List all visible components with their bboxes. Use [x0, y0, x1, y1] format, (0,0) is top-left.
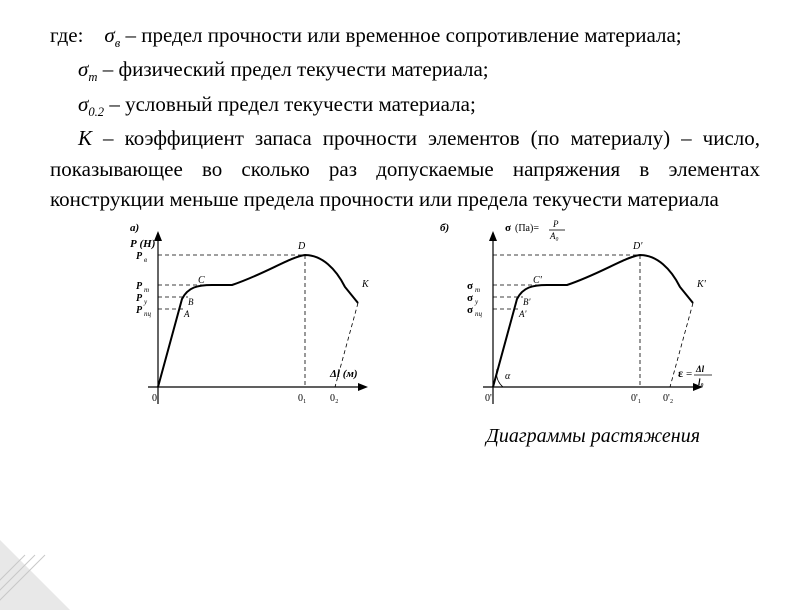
svg-text:K: K	[361, 279, 370, 290]
svg-text:Р: Р	[136, 293, 143, 304]
sigma-v-symbol: σ	[104, 23, 114, 47]
diagrams-caption: Диаграммы растяжения	[486, 422, 700, 451]
diagram-a-svg: Рв Рт Ру Рпц A B C D K 0 0₁ 0₂ а) Р (Н) …	[100, 219, 380, 429]
sigma-t-sub: т	[88, 71, 97, 85]
svg-text:D': D'	[632, 241, 643, 252]
svg-text:0': 0'	[485, 393, 492, 404]
def-sigma-v: где: σв – предел прочности или временное…	[50, 20, 760, 52]
svg-text:0₂: 0₂	[330, 393, 339, 404]
svg-text:A': A'	[518, 309, 527, 319]
svg-text:σ: σ	[505, 222, 511, 234]
svg-text:пц: пц	[475, 310, 483, 318]
sigma-t-symbol: σ	[78, 57, 88, 81]
diag-a-yaxis: Р (Н)	[130, 238, 155, 250]
diag-b-yaxis: σ (Па)= P A₀	[505, 219, 565, 241]
svg-text:Р: Р	[136, 305, 143, 316]
sigma-02-sub: 0.2	[88, 105, 104, 119]
diag-b-xaxis: ε = Δl l₀	[678, 364, 712, 387]
sigma-v-text: – предел прочности или временное сопроти…	[126, 23, 682, 47]
svg-text:A₀: A₀	[549, 231, 559, 241]
svg-text:σ: σ	[467, 304, 473, 316]
svg-text:у: у	[474, 298, 479, 306]
svg-text:т: т	[475, 286, 480, 294]
def-sigma-t: σт – физический предел текучести материа…	[50, 54, 760, 86]
diagram-a: Рв Рт Ру Рпц A B C D K 0 0₁ 0₂ а) Р (Н) …	[100, 219, 380, 437]
where-label: где:	[50, 23, 83, 47]
diagrams-container: Рв Рт Ру Рпц A B C D K 0 0₁ 0₂ а) Р (Н) …	[50, 219, 760, 459]
svg-text:P: P	[552, 219, 559, 229]
svg-text:=: =	[686, 368, 692, 380]
def-k: K – коэффициент запаса прочности элемент…	[50, 123, 760, 214]
svg-text:ε: ε	[678, 366, 683, 380]
sigma-v-sub: в	[115, 36, 120, 50]
svg-text:σ: σ	[467, 292, 473, 304]
svg-text:в: в	[144, 256, 147, 264]
svg-text:D: D	[297, 241, 306, 252]
svg-text:K': K'	[696, 279, 707, 290]
svg-text:B': B'	[523, 297, 531, 307]
svg-text:l₀: l₀	[698, 377, 704, 387]
diag-a-xaxis: Δl (м)	[329, 368, 358, 380]
svg-text:Р: Р	[136, 251, 143, 262]
sigma-02-symbol: σ	[78, 92, 88, 116]
svg-text:0'₂: 0'₂	[663, 393, 673, 404]
svg-text:B: B	[188, 297, 194, 307]
svg-text:у: у	[143, 298, 148, 306]
svg-text:0: 0	[152, 393, 157, 404]
diagram-b: α σт σу σпц A' B' C' D' K' 0' 0'₁ 0'₂ б)…	[430, 219, 730, 437]
k-text: – коэффициент запаса прочности элементов…	[50, 126, 760, 211]
svg-text:т: т	[144, 286, 149, 294]
svg-text:σ: σ	[467, 280, 473, 292]
sigma-t-text: – физический предел текучести материала;	[103, 57, 489, 81]
k-symbol: K	[78, 126, 92, 150]
svg-text:(Па)=: (Па)=	[515, 223, 539, 234]
diagram-b-svg: α σт σу σпц A' B' C' D' K' 0' 0'₁ 0'₂ б)…	[430, 219, 730, 429]
svg-text:0'₁: 0'₁	[631, 393, 641, 404]
svg-text:C': C'	[533, 275, 543, 286]
diag-b-label: б)	[440, 222, 449, 234]
svg-text:C: C	[198, 275, 205, 286]
svg-text:пц: пц	[144, 310, 152, 318]
svg-text:α: α	[505, 371, 511, 382]
svg-text:Р: Р	[136, 281, 143, 292]
svg-text:0₁: 0₁	[298, 393, 307, 404]
corner-decoration	[0, 530, 70, 610]
sigma-02-text: – условный предел текучести материала;	[109, 92, 475, 116]
def-sigma-02: σ0.2 – условный предел текучести материа…	[50, 89, 760, 121]
svg-text:A: A	[183, 309, 190, 319]
diag-a-label: а)	[130, 222, 139, 234]
svg-text:Δl: Δl	[695, 364, 705, 374]
